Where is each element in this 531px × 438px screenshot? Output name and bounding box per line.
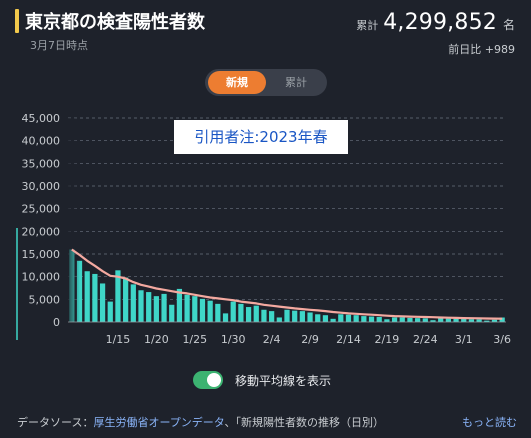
bar — [92, 273, 98, 322]
bar — [238, 303, 244, 322]
bar — [338, 314, 344, 322]
moving-average-line — [71, 248, 503, 320]
x-tick-label: 2/4 — [263, 333, 281, 346]
bar — [445, 318, 451, 322]
title-accent-bar — [15, 9, 19, 33]
x-tick-label: 1/20 — [144, 333, 169, 346]
bar — [245, 307, 252, 322]
x-tick-label: 3/1 — [455, 333, 473, 346]
bar — [407, 317, 413, 322]
bar — [230, 301, 236, 322]
y-tick-label: 40,000 — [22, 135, 61, 148]
bar — [138, 290, 144, 322]
x-tick-label: 2/14 — [336, 333, 361, 346]
bar — [353, 315, 359, 322]
bar — [322, 315, 329, 322]
bar — [438, 318, 444, 322]
bar — [307, 312, 313, 322]
bar — [368, 316, 375, 322]
bar — [453, 318, 459, 322]
positive-cases-chart: 0 5,000 10,000 15,000 20,000 25,000 30,000 35,0… — [16, 112, 511, 346]
x-tick-label: 1/15 — [106, 333, 131, 346]
bar — [176, 288, 183, 322]
source-rest: 、「新規陽性者数の推移（日別） — [224, 416, 384, 429]
tab-cumulative[interactable]: 累計 — [285, 76, 307, 89]
bar — [115, 270, 121, 322]
bar — [169, 304, 175, 322]
bar — [207, 300, 213, 322]
total-label: 累計 — [356, 19, 379, 32]
bar — [391, 317, 398, 322]
date-note: 3月7日時点 — [30, 39, 88, 52]
bar — [153, 296, 159, 322]
toggle-switch[interactable] — [193, 371, 223, 389]
bar — [184, 294, 190, 322]
toggle-label: 移動平均線を表示 — [235, 373, 332, 388]
y-tick-label: 15,000 — [22, 248, 61, 261]
source-prefix: データソース： — [17, 416, 94, 429]
bar — [146, 292, 152, 322]
total-unit: 名 — [502, 18, 515, 32]
data-source: データソース：厚生労働省オープンデータ、「新規陽性者数の推移（日別） — [17, 414, 517, 430]
y-tick-label: 0 — [53, 316, 60, 329]
toggle-knob — [207, 373, 221, 387]
x-tick-label: 3/6 — [493, 333, 511, 346]
bar — [315, 314, 321, 322]
bar — [384, 319, 390, 322]
bar — [461, 319, 467, 322]
moving-average-toggle: 移動平均線を表示 — [193, 371, 331, 389]
x-tick-label: 1/30 — [221, 333, 246, 346]
bar — [192, 296, 198, 322]
x-tick-label: 2/19 — [375, 333, 400, 346]
total-count: 累計 4,299,852 名 — [356, 10, 515, 35]
bar — [199, 298, 206, 322]
bar — [299, 311, 305, 322]
y-tick-label: 10,000 — [22, 271, 61, 284]
bar — [361, 316, 367, 322]
total-value: 4,299,852 — [383, 10, 497, 35]
bar — [491, 319, 498, 322]
bar — [84, 271, 90, 322]
bar — [130, 284, 136, 322]
y-tick-label: 35,000 — [22, 157, 61, 170]
day-over-day-diff: 前日比 +989 — [448, 43, 515, 56]
bar — [253, 305, 259, 322]
bar — [345, 314, 352, 322]
y-tick-label: 20,000 — [22, 225, 61, 238]
bar — [123, 277, 129, 322]
bar — [422, 318, 428, 322]
y-tick-label: 25,000 — [22, 203, 61, 216]
view-switch: 新規 累計 — [205, 69, 327, 96]
left-fade — [66, 118, 80, 322]
source-link[interactable]: 厚生労働省オープンデータ — [93, 416, 225, 429]
read-more-link[interactable]: もっと読む — [456, 414, 517, 430]
bar — [222, 313, 229, 322]
bar — [430, 320, 436, 322]
tab-new[interactable]: 新規 — [208, 71, 266, 94]
bar — [161, 293, 167, 322]
bar — [261, 309, 267, 322]
bar — [292, 310, 298, 322]
y-tick-label: 5,000 — [29, 293, 61, 306]
page-title: 東京都の検査陽性者数 — [25, 12, 205, 33]
bar — [284, 309, 290, 322]
bar — [107, 301, 113, 322]
bar — [415, 318, 421, 322]
bar — [399, 317, 405, 322]
bar — [484, 320, 490, 322]
y-tick-label: 45,000 — [22, 112, 61, 125]
x-tick-label: 2/24 — [413, 333, 438, 346]
bar — [276, 317, 282, 322]
x-tick-label: 2/9 — [301, 333, 319, 346]
x-tick-label: 1/25 — [182, 333, 207, 346]
y-tick-label: 30,000 — [22, 180, 61, 193]
bar — [468, 319, 475, 322]
bar — [99, 283, 106, 322]
bar — [376, 317, 382, 322]
bar — [215, 303, 221, 322]
citation-note: 引用者注:2023年春 — [174, 120, 348, 154]
bar — [476, 319, 482, 322]
bar — [269, 311, 275, 322]
bar — [330, 318, 336, 322]
